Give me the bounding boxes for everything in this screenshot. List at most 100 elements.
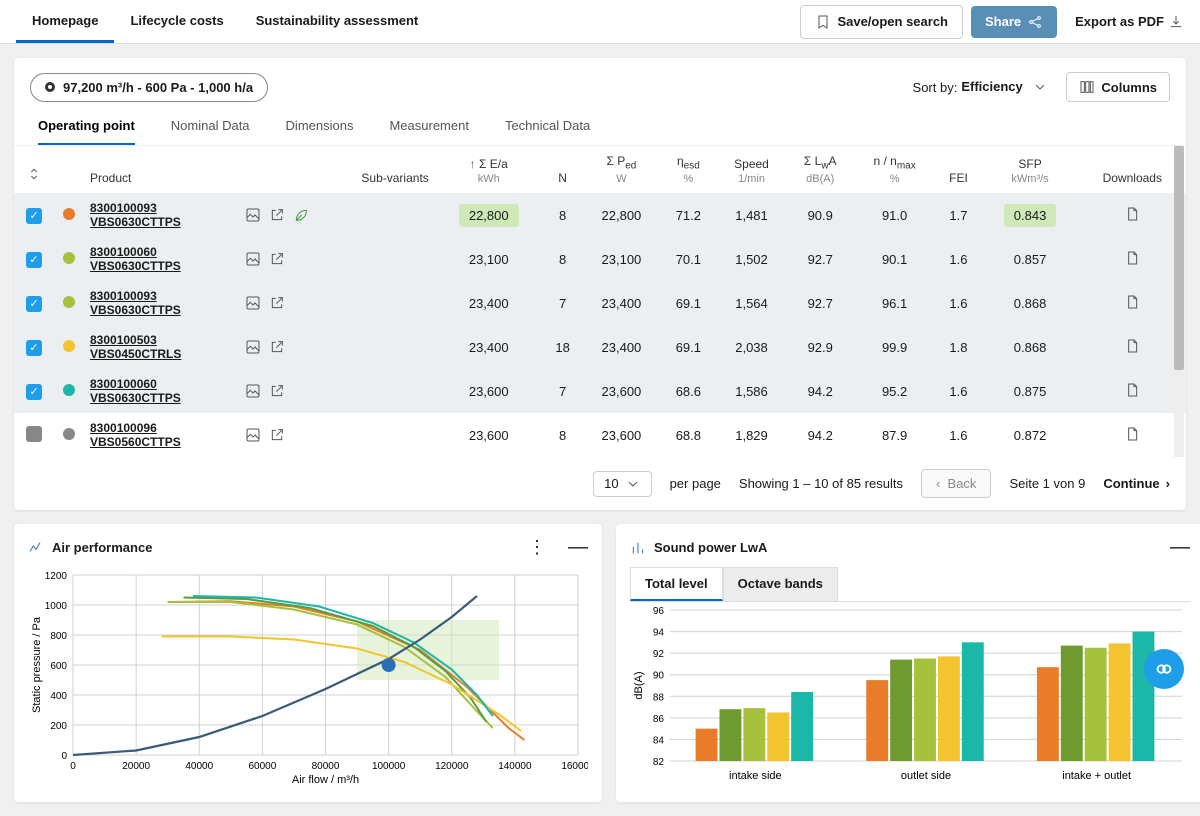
row-checkbox[interactable]: ✓ bbox=[26, 384, 42, 400]
color-dot bbox=[63, 384, 75, 396]
radio-icon bbox=[45, 82, 55, 92]
save-search-button[interactable]: Save/open search bbox=[800, 5, 963, 39]
subtab-nominal[interactable]: Nominal Data bbox=[171, 118, 250, 145]
document-icon[interactable] bbox=[1124, 206, 1140, 222]
operating-point-pill[interactable]: 97,200 m³/h - 600 Pa - 1,000 h/a bbox=[30, 73, 268, 102]
chevron-down-icon bbox=[1032, 79, 1048, 95]
document-icon[interactable] bbox=[1124, 338, 1140, 354]
svg-text:96: 96 bbox=[653, 606, 665, 617]
save-search-label: Save/open search bbox=[837, 14, 948, 29]
export-pdf-button[interactable]: Export as PDF bbox=[1075, 14, 1184, 30]
document-icon[interactable] bbox=[1124, 294, 1140, 310]
product-name[interactable]: VBS0450CTRLS bbox=[90, 347, 233, 361]
svg-text:160000: 160000 bbox=[561, 761, 588, 772]
svg-text:20000: 20000 bbox=[122, 761, 150, 772]
product-id[interactable]: 8300100060 bbox=[90, 377, 233, 391]
product-name[interactable]: VBS0560CTTPS bbox=[90, 435, 233, 449]
image-icon[interactable] bbox=[245, 427, 261, 443]
external-link-icon[interactable] bbox=[269, 427, 285, 443]
subtab-dimensions[interactable]: Dimensions bbox=[286, 118, 354, 145]
back-button[interactable]: ‹ Back bbox=[921, 469, 991, 498]
sort-icon[interactable] bbox=[26, 166, 42, 182]
export-label: Export as PDF bbox=[1075, 14, 1164, 29]
table-row[interactable]: ✓ 8300100060VBS0630CTTPS 23,100 823,1007… bbox=[14, 237, 1186, 281]
product-name[interactable]: VBS0630CTTPS bbox=[90, 391, 233, 405]
svg-text:Static pressure / Pa: Static pressure / Pa bbox=[31, 617, 43, 714]
product-id[interactable]: 8300100093 bbox=[90, 201, 233, 215]
share-icon bbox=[1027, 14, 1043, 30]
help-fab[interactable] bbox=[1144, 649, 1184, 689]
tab-octave[interactable]: Octave bands bbox=[723, 567, 838, 601]
color-dot bbox=[63, 296, 75, 308]
table-row[interactable]: 8300100096VBS0560CTTPS 23,600 823,60068.… bbox=[14, 413, 1186, 457]
continue-button[interactable]: Continue › bbox=[1103, 476, 1170, 491]
product-id[interactable]: 8300100096 bbox=[90, 421, 233, 435]
product-name[interactable]: VBS0630CTTPS bbox=[90, 215, 233, 229]
product-id[interactable]: 8300100060 bbox=[90, 245, 233, 259]
link-icon bbox=[1153, 658, 1175, 680]
row-checkbox[interactable]: ✓ bbox=[26, 252, 42, 268]
panel-head: 97,200 m³/h - 600 Pa - 1,000 h/a Sort by… bbox=[14, 58, 1186, 102]
svg-text:140000: 140000 bbox=[498, 761, 532, 772]
chart-minimize-button[interactable]: — bbox=[568, 536, 588, 559]
table-row[interactable]: ✓ 8300100093VBS0630CTTPS 23,400 723,4006… bbox=[14, 281, 1186, 325]
image-icon[interactable] bbox=[245, 339, 261, 355]
sort-dropdown[interactable]: Efficiency bbox=[961, 79, 1048, 96]
product-name[interactable]: VBS0630CTTPS bbox=[90, 303, 233, 317]
svg-text:0: 0 bbox=[61, 751, 67, 762]
svg-text:outlet side: outlet side bbox=[901, 770, 951, 782]
image-icon[interactable] bbox=[245, 207, 261, 223]
external-link-icon[interactable] bbox=[269, 295, 285, 311]
chevron-down-icon bbox=[625, 476, 641, 492]
tab-sustainability[interactable]: Sustainability assessment bbox=[240, 1, 435, 43]
svg-text:intake + outlet: intake + outlet bbox=[1062, 770, 1131, 782]
external-link-icon[interactable] bbox=[269, 251, 285, 267]
row-checkbox[interactable]: ✓ bbox=[26, 208, 42, 224]
image-icon[interactable] bbox=[245, 251, 261, 267]
page-label: Seite 1 von 9 bbox=[1009, 476, 1085, 491]
columns-button[interactable]: Columns bbox=[1066, 72, 1170, 102]
charts-row: Air performance ⋮ — 02004006008001000120… bbox=[14, 524, 1186, 802]
document-icon[interactable] bbox=[1124, 250, 1140, 266]
air-chart: 0200400600800100012000200004000060000800… bbox=[28, 567, 588, 787]
svg-text:800: 800 bbox=[50, 631, 67, 642]
svg-text:600: 600 bbox=[50, 661, 67, 672]
external-link-icon[interactable] bbox=[269, 339, 285, 355]
row-checkbox[interactable]: ✓ bbox=[26, 296, 42, 312]
table-row[interactable]: ✓ 8300100503VBS0450CTRLS 23,400 1823,400… bbox=[14, 325, 1186, 369]
sound-tabs: Total level Octave bands bbox=[630, 567, 1190, 602]
tab-homepage[interactable]: Homepage bbox=[16, 1, 114, 43]
table-footer: 10 per page Showing 1 – 10 of 85 results… bbox=[14, 457, 1186, 510]
chart-menu-button[interactable]: ⋮ bbox=[528, 537, 546, 558]
share-button[interactable]: Share bbox=[971, 6, 1057, 38]
product-name[interactable]: VBS0630CTTPS bbox=[90, 259, 233, 273]
svg-text:1200: 1200 bbox=[45, 571, 68, 582]
tab-lifecycle[interactable]: Lifecycle costs bbox=[114, 1, 239, 43]
external-link-icon[interactable] bbox=[269, 383, 285, 399]
svg-text:84: 84 bbox=[653, 736, 665, 747]
per-page-select[interactable]: 10 bbox=[593, 471, 651, 497]
tab-total-level[interactable]: Total level bbox=[630, 567, 723, 601]
chart-minimize-button[interactable]: — bbox=[1170, 536, 1190, 559]
external-link-icon[interactable] bbox=[269, 207, 285, 223]
share-label: Share bbox=[985, 14, 1021, 29]
subtab-technical[interactable]: Technical Data bbox=[505, 118, 590, 145]
image-icon[interactable] bbox=[245, 295, 261, 311]
document-icon[interactable] bbox=[1124, 426, 1140, 442]
th-subvariants: Sub-variants bbox=[315, 146, 434, 193]
scrollbar[interactable] bbox=[1174, 146, 1184, 370]
row-checkbox[interactable] bbox=[26, 426, 42, 442]
product-id[interactable]: 8300100503 bbox=[90, 333, 233, 347]
table-row[interactable]: ✓ 8300100060VBS0630CTTPS 23,600 723,6006… bbox=[14, 369, 1186, 413]
th-n: N bbox=[543, 146, 583, 193]
document-icon[interactable] bbox=[1124, 382, 1140, 398]
results-table: Product Sub-variants ↑ Σ E/akWh N Σ PedW… bbox=[14, 146, 1186, 457]
svg-text:92: 92 bbox=[653, 650, 665, 661]
row-checkbox[interactable]: ✓ bbox=[26, 340, 42, 356]
product-id[interactable]: 8300100093 bbox=[90, 289, 233, 303]
subtab-operating[interactable]: Operating point bbox=[38, 118, 135, 145]
table-row[interactable]: ✓ 8300100093VBS0630CTTPS 22,800 822,8007… bbox=[14, 193, 1186, 237]
subtab-measurement[interactable]: Measurement bbox=[389, 118, 468, 145]
air-chart-title: Air performance bbox=[52, 540, 152, 555]
image-icon[interactable] bbox=[245, 383, 261, 399]
